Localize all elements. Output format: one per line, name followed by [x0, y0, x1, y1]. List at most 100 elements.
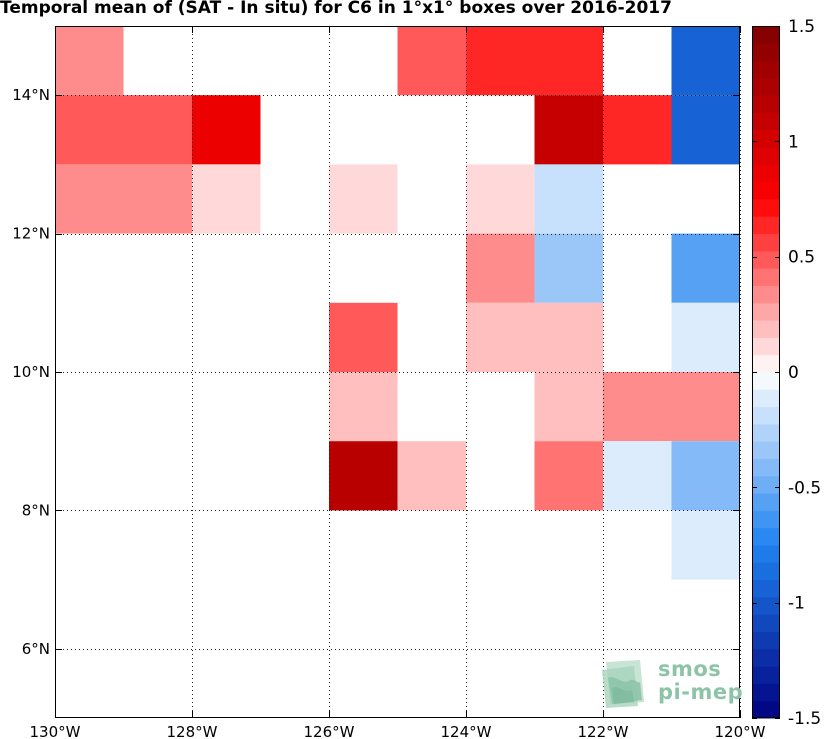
colorbar-tick-label: 1 — [788, 132, 799, 152]
heatmap-cell — [671, 95, 740, 165]
colorbar-segment — [752, 60, 780, 79]
logo-line-1: smos — [658, 657, 722, 681]
colorbar-segment — [752, 614, 780, 632]
smos-logo-icon — [602, 660, 644, 708]
colorbar-segment — [752, 458, 780, 477]
heatmap-cell — [192, 164, 261, 234]
colorbar-segment — [752, 527, 780, 546]
colorbar-tick-label: -0.5 — [788, 478, 821, 498]
colorbar-segment — [752, 389, 780, 408]
heatmap-cell — [329, 302, 398, 372]
colorbar-tick-label: 1.5 — [788, 17, 815, 37]
colorbar-segment — [752, 302, 780, 321]
colorbar — [752, 26, 780, 719]
heatmap-cell — [397, 441, 466, 511]
heatmap-cells — [55, 26, 740, 580]
logo-line-2: pi-mep — [658, 680, 744, 704]
x-tick-label: 126°W — [304, 723, 355, 739]
chart-title: Temporal mean of (SAT - In situ) for C6 … — [0, 0, 672, 18]
heatmap-cell — [397, 26, 466, 96]
colorbar-tick-label: 0 — [788, 363, 799, 383]
colorbar-segment — [752, 562, 780, 581]
colorbar-tick-label: -1 — [788, 594, 805, 614]
y-tick-label: 8°N — [22, 501, 50, 519]
heatmap-cell — [534, 95, 603, 165]
colorbar-labels: 1.5 1 0.5 0 -0.5 -1 -1.5 — [752, 17, 821, 729]
heatmap-cell — [671, 302, 740, 372]
heatmap-cell — [534, 233, 603, 303]
heatmap-cell — [671, 510, 740, 580]
colorbar-segment — [752, 199, 780, 217]
heatmap-cell — [534, 372, 603, 442]
colorbar-segment — [752, 596, 780, 615]
colorbar-segment — [752, 250, 780, 269]
colorbar-segment — [752, 631, 780, 650]
x-tick-label: 130°W — [30, 723, 81, 739]
colorbar-segment — [752, 216, 780, 235]
colorbar-segment — [752, 354, 780, 373]
heatmap-cell — [603, 372, 672, 442]
y-tick-label: 10°N — [12, 363, 50, 381]
colorbar-segment — [752, 337, 780, 356]
colorbar-segment — [752, 423, 780, 442]
colorbar-segment — [752, 77, 780, 96]
heatmap-cell — [671, 441, 740, 511]
heatmap-cell — [192, 95, 261, 165]
heatmap-cell — [534, 302, 603, 372]
colorbar-segment — [752, 181, 780, 200]
colorbar-segment — [752, 112, 780, 131]
colorbar-segment — [752, 579, 780, 598]
colorbar-segment — [752, 147, 780, 165]
colorbar-segment — [752, 285, 780, 304]
heatmap-cell — [55, 95, 124, 165]
colorbar-segment — [752, 545, 780, 563]
colorbar-segment — [752, 666, 780, 684]
y-tick-label: 14°N — [12, 86, 50, 104]
colorbar-segment — [752, 164, 780, 183]
heatmap-cell — [534, 26, 603, 96]
heatmap-cell — [55, 164, 124, 234]
logo-text: smos pi-mep — [658, 659, 743, 705]
y-axis-labels: 6°N 8°N 10°N 12°N 14°N — [12, 86, 50, 658]
heatmap-cell — [603, 95, 672, 165]
colorbar-segment — [752, 233, 780, 252]
x-tick-label: 120°W — [715, 723, 766, 739]
heatmap-cell — [466, 233, 535, 303]
heatmap-cell — [671, 233, 740, 303]
y-tick-label: 6°N — [22, 640, 50, 658]
colorbar-segment — [752, 648, 780, 667]
colorbar-segment — [752, 268, 780, 286]
heatmap-cell — [329, 164, 398, 234]
x-tick-label: 128°W — [167, 723, 218, 739]
heatmap-cell — [534, 164, 603, 234]
heatmap-cell — [123, 164, 192, 234]
x-axis-labels: 130°W 128°W 126°W 124°W 122°W 120°W — [30, 723, 766, 739]
x-tick-label: 122°W — [578, 723, 629, 739]
heatmap-cell — [534, 441, 603, 511]
colorbar-segment — [752, 475, 780, 494]
heatmap-cell — [466, 302, 535, 372]
heatmap-cell — [671, 372, 740, 442]
colorbar-segment — [752, 372, 780, 390]
heatmap-cell — [466, 26, 535, 96]
colorbar-segment — [752, 441, 780, 459]
colorbar-segment — [752, 320, 780, 338]
colorbar-segment — [752, 493, 780, 511]
heatmap-cell — [671, 26, 740, 96]
colorbar-segment — [752, 95, 780, 113]
heatmap-cell — [603, 441, 672, 511]
colorbar-segment — [752, 700, 780, 719]
heatmap-cell — [329, 441, 398, 511]
colorbar-segment — [752, 26, 780, 44]
y-tick-label: 12°N — [12, 225, 50, 243]
colorbar-segment — [752, 510, 780, 529]
colorbar-tick-label: -1.5 — [788, 709, 821, 729]
colorbar-segment — [752, 129, 780, 148]
x-tick-label: 124°W — [441, 723, 492, 739]
heatmap-cell — [123, 95, 192, 165]
colorbar-segment — [752, 43, 780, 62]
colorbar-segment — [752, 406, 780, 425]
heatmap-cell — [55, 26, 124, 96]
heatmap-cell — [329, 372, 398, 442]
